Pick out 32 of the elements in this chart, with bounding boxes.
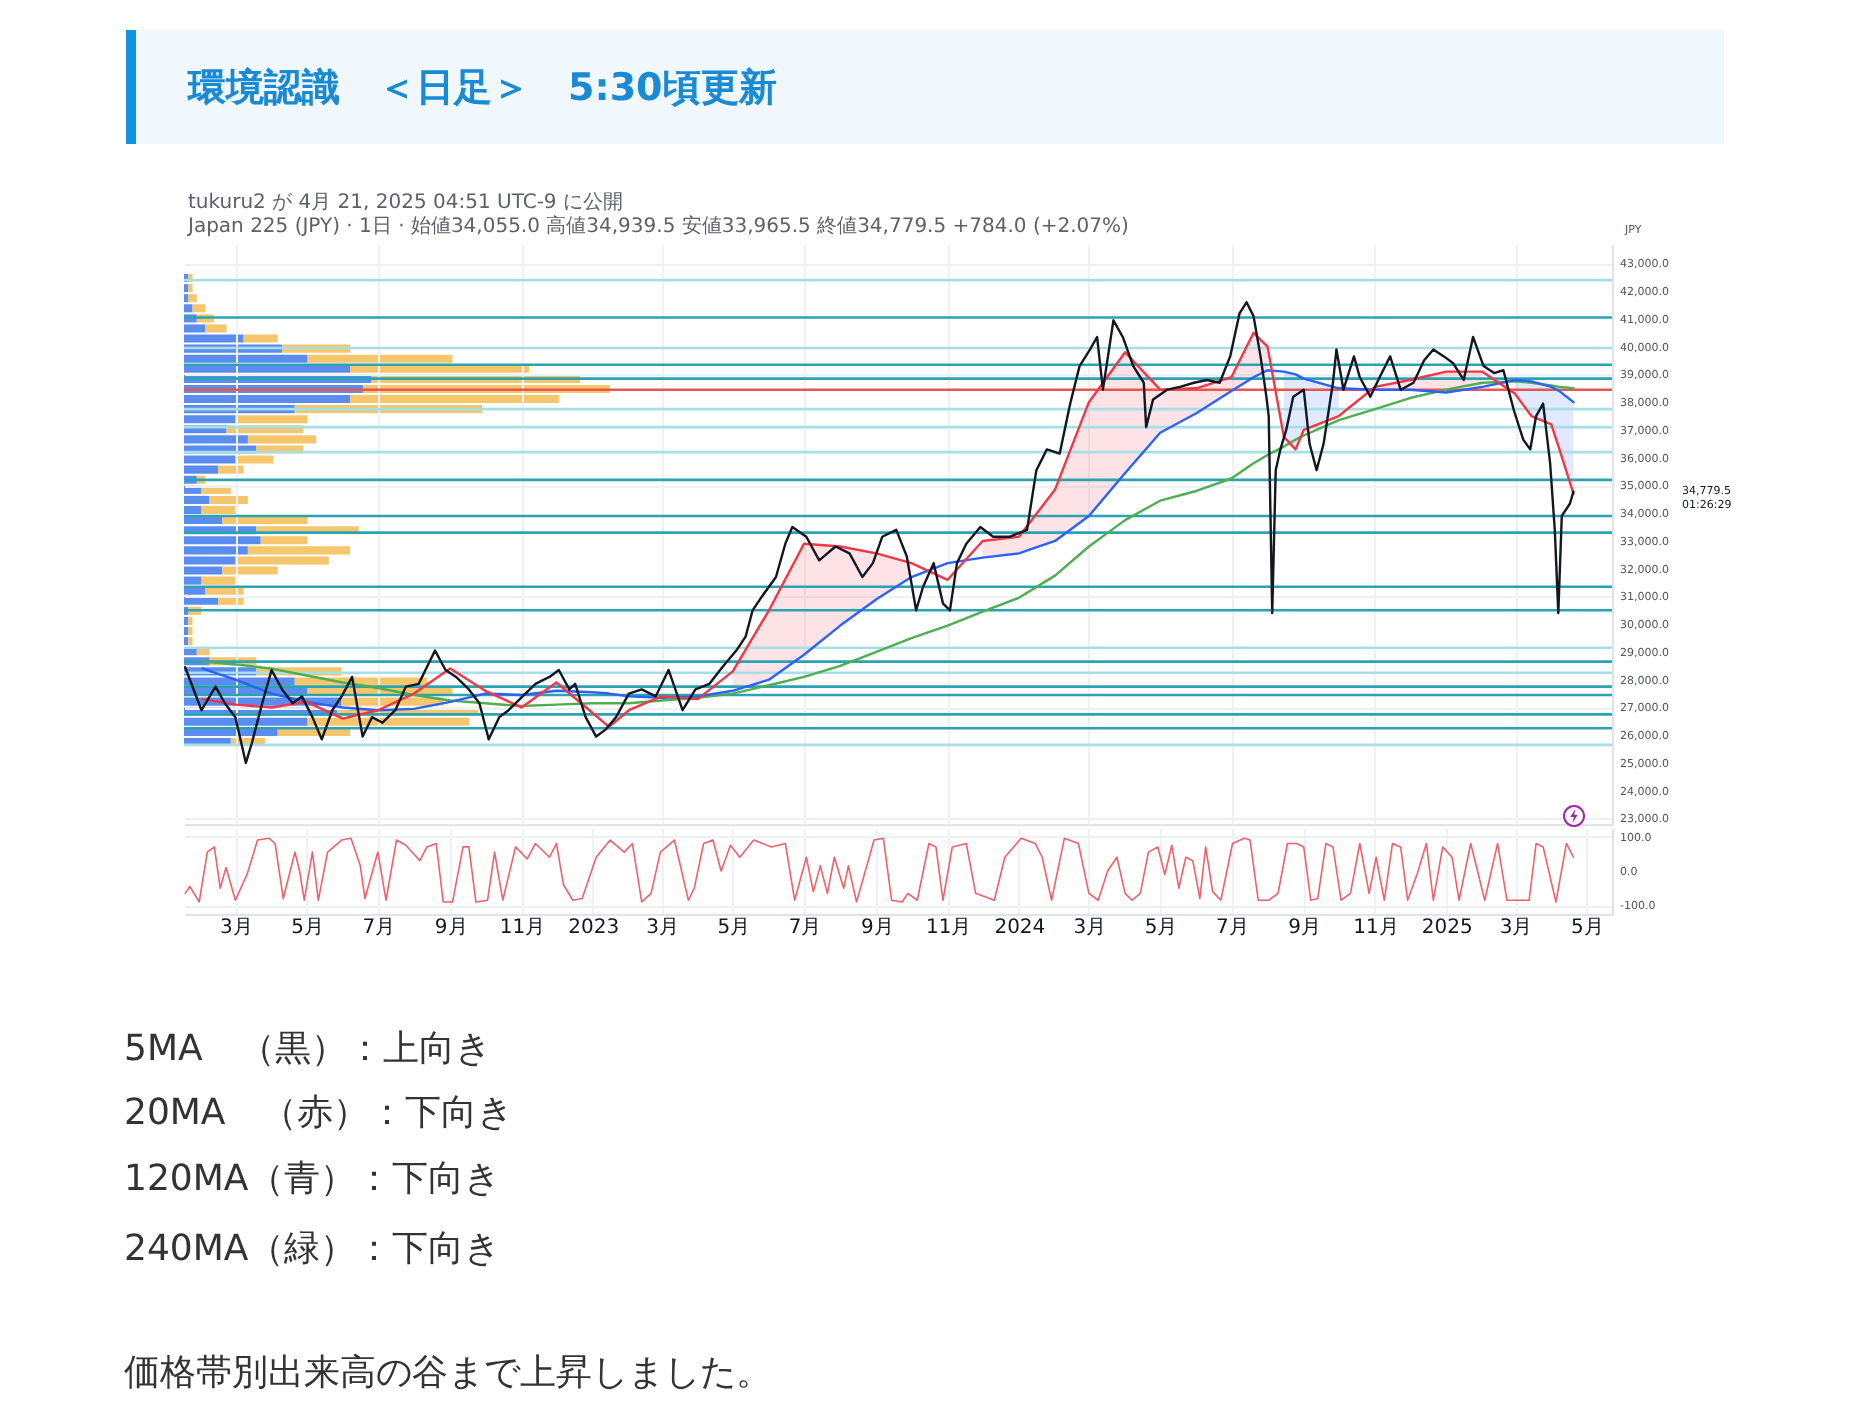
x-tick-label: 5月 [1570, 917, 1604, 939]
text: 20MA （赤）：下向き [124, 1090, 514, 1138]
text: 240MA（緑）：下向き [124, 1226, 501, 1274]
line-series [183, 301, 1575, 765]
x-tick-label: 11月 [499, 917, 546, 939]
x-tick-label: 3月 [220, 917, 253, 939]
text: Japan 225 (JPY) · 1日 · 始値34,055.0 高値34,939.5 安値33,965.5 終値34,779.5 +784.0 (+2.07%) [188, 216, 1129, 240]
text: 5MA （黒）：上向き [124, 1026, 491, 1074]
x-tick-label: 5月 [717, 917, 751, 939]
bar [184, 717, 308, 726]
x-tick-label: 2025 [1421, 917, 1473, 939]
x-tick-label: 9月 [861, 917, 894, 939]
x-tick-label: 7月 [788, 917, 822, 939]
x-tick-label: 7月 [1215, 917, 1249, 939]
line-series [184, 837, 1575, 903]
x-tick-label: 5月 [291, 917, 324, 939]
x-tick-label: 11月 [925, 917, 972, 939]
x-tick-label: 11月 [1353, 917, 1399, 939]
chart-title: 環境認識 ＜日足＞ 5:30頃更新 [188, 63, 777, 113]
text: tukuru2 が 4月 21, 2025 04:51 UTC-9 に公開 [188, 192, 623, 215]
x-tick-label: 3月 [646, 917, 679, 939]
x-tick-label: 7月 [362, 917, 396, 939]
x-tick-label: 2023 [568, 917, 620, 939]
bar [243, 334, 278, 343]
x-tick-label: 3月 [1073, 917, 1107, 939]
x-tick-label: 9月 [434, 917, 468, 939]
text: 価格帯別出来高の谷まで上昇しました。 [124, 1350, 772, 1398]
x-tick-label: 9月 [1288, 917, 1322, 939]
x-tick-label: 3月 [1499, 917, 1533, 939]
text: 120MA（青）：下向き [124, 1156, 501, 1204]
x-tick-label: 5月 [1144, 917, 1178, 939]
x-tick-label: 2024 [994, 917, 1046, 939]
